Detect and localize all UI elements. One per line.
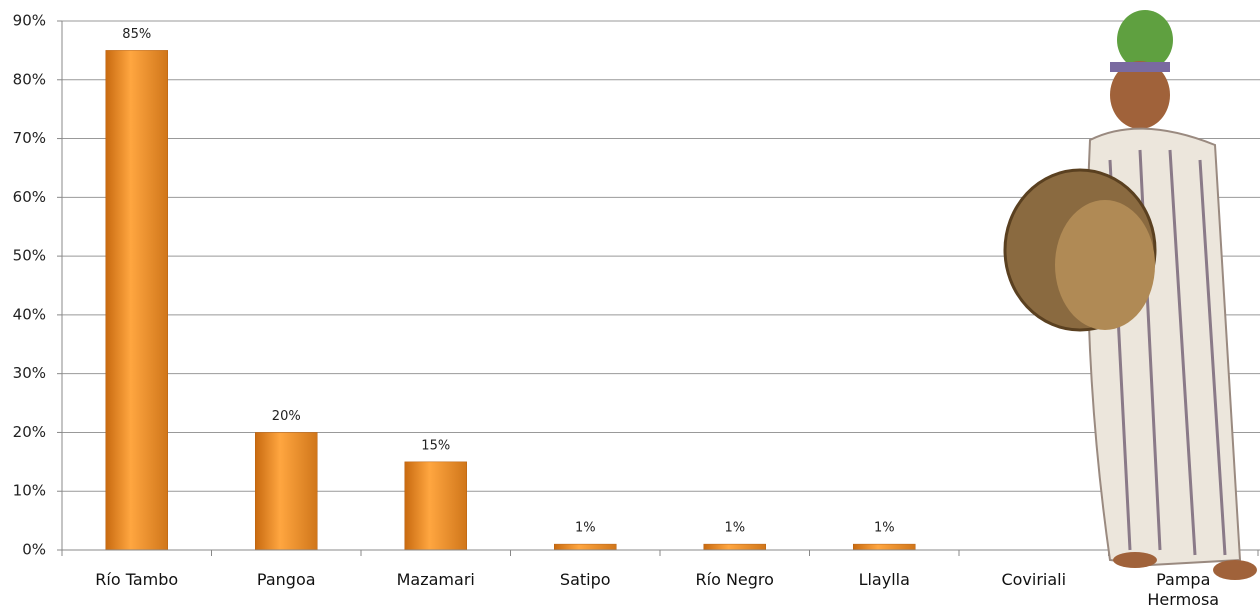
bar [255, 432, 318, 551]
y-tick-label: 0% [22, 541, 46, 559]
x-tick-label: Llaylla [858, 570, 910, 589]
y-tick-label: 40% [13, 305, 46, 323]
x-tick-label: Coviriali [1001, 570, 1067, 589]
bar [703, 543, 766, 551]
data-label: 85% [122, 27, 151, 42]
bar [404, 461, 467, 551]
data-label: 1% [724, 521, 745, 536]
y-tick-label: 10% [13, 482, 46, 500]
y-tick-label: 90% [13, 12, 46, 30]
y-tick-label: 60% [13, 188, 46, 206]
bar [554, 543, 617, 551]
x-tick-label: Mazamari [396, 570, 475, 589]
dancer-illustration [1003, 10, 1257, 580]
y-tick-label: 70% [13, 129, 46, 147]
bar [853, 543, 916, 551]
x-tick-label: Río Negro [695, 570, 774, 589]
y-tick-label: 50% [13, 247, 46, 265]
data-label: 20% [272, 409, 301, 424]
x-tick-label: Río Tambo [95, 570, 179, 589]
data-label: 1% [874, 521, 895, 536]
data-label: 15% [421, 438, 450, 453]
x-tick-label: Pampa Hermosa [1147, 570, 1220, 609]
x-tick-label: Pangoa [256, 570, 316, 589]
y-tick-label: 20% [13, 423, 46, 441]
y-tick-label: 80% [13, 70, 46, 88]
y-tick-label: 30% [13, 364, 46, 382]
bar [105, 50, 168, 551]
x-tick-label: Satipo [559, 570, 611, 589]
data-label: 1% [575, 521, 596, 536]
